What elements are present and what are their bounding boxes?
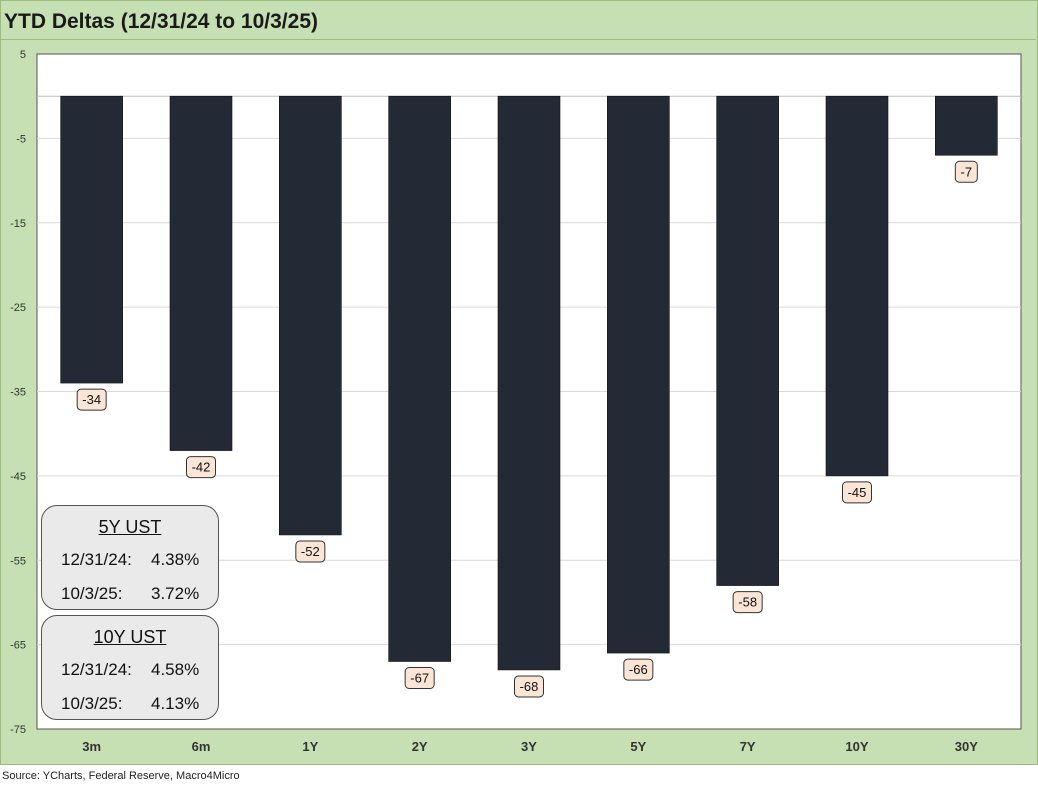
row-label: 12/31/24: [61, 550, 132, 569]
source-note: Source: YCharts, Federal Reserve, Macro4… [2, 770, 240, 782]
ust-10y-box: 10Y UST 12/31/24: 4.58% 10/3/25: 4.13% [41, 615, 219, 720]
row-value: 4.38% [151, 550, 200, 569]
bar-10Y [825, 95, 889, 477]
x-tick-label: 3m [82, 739, 101, 754]
y-tick-label: -55 [10, 555, 26, 567]
bar-3Y [497, 95, 561, 671]
data-label-box [404, 667, 435, 689]
data-label: -58 [738, 595, 757, 610]
row-value: 4.13% [151, 694, 200, 713]
data-label: -7 [961, 164, 973, 179]
box-row: 10/3/25: 4.13% [61, 694, 199, 714]
bar-30Y [935, 95, 998, 156]
bar-chart: 5 -5 -15 -25 -35 -45 -55 -65 -75 -34 3m -42 6m -52 1Y -… [10, 49, 1022, 754]
row-label: 12/31/24: [61, 660, 132, 679]
title-divider [0, 39, 1036, 40]
data-label-box [186, 456, 216, 479]
y-tick-label: -75 [10, 724, 26, 736]
data-label-box [954, 160, 978, 183]
x-tick-label: 10Y [845, 739, 868, 754]
x-tick-label: 30Y [955, 739, 978, 754]
bar-7Y [716, 95, 779, 586]
data-label: -34 [82, 392, 101, 407]
data-label-box [514, 675, 544, 698]
row-label: 10/3/25: [61, 694, 123, 713]
box-row: 10/3/25: 3.72% [61, 584, 199, 604]
data-label-box [842, 481, 872, 504]
y-tick-label: -35 [10, 387, 26, 399]
data-label: -68 [520, 679, 539, 694]
data-label: -52 [301, 544, 320, 559]
row-value: 3.72% [151, 584, 200, 603]
bar-3m [60, 95, 123, 384]
y-tick-label: -15 [10, 218, 26, 230]
row-value: 4.58% [151, 660, 200, 679]
y-tick-label: -25 [10, 302, 26, 314]
chart-title: YTD Deltas (12/31/24 to 10/3/25) [4, 10, 318, 33]
data-label-box [732, 591, 763, 614]
x-tick-label: 2Y [412, 739, 428, 754]
y-tick-label: -5 [16, 133, 26, 145]
box-title: 10Y UST [93, 627, 167, 647]
y-tick-label: -65 [10, 640, 26, 652]
row-label: 10/3/25: [61, 584, 123, 603]
bar-5Y [607, 95, 670, 654]
data-label: -42 [192, 460, 211, 475]
x-tick-label: 1Y [302, 739, 318, 754]
x-tick-label: 5Y [630, 739, 646, 754]
bar-6m [169, 95, 233, 451]
data-label: -66 [629, 662, 648, 677]
box-row: 12/31/24: 4.38% [61, 550, 199, 570]
box-title: 5Y UST [98, 517, 162, 537]
x-tick-label: 7Y [740, 739, 756, 754]
x-tick-label: 3Y [521, 739, 537, 754]
data-label: -67 [410, 671, 429, 686]
data-label-box [76, 388, 107, 411]
bar-1Y [279, 95, 342, 536]
box-row: 12/31/24: 4.58% [61, 660, 199, 680]
x-tick-label: 6m [192, 739, 211, 754]
data-label: -45 [848, 485, 867, 500]
y-tick-label: -45 [10, 471, 26, 483]
data-label-box [623, 658, 654, 681]
y-tick-label: 5 [20, 49, 26, 61]
ust-5y-box: 5Y UST 12/31/24: 4.38% 10/3/25: 3.72% [41, 505, 219, 610]
bar-2Y [388, 95, 451, 662]
data-label-box [295, 540, 326, 563]
